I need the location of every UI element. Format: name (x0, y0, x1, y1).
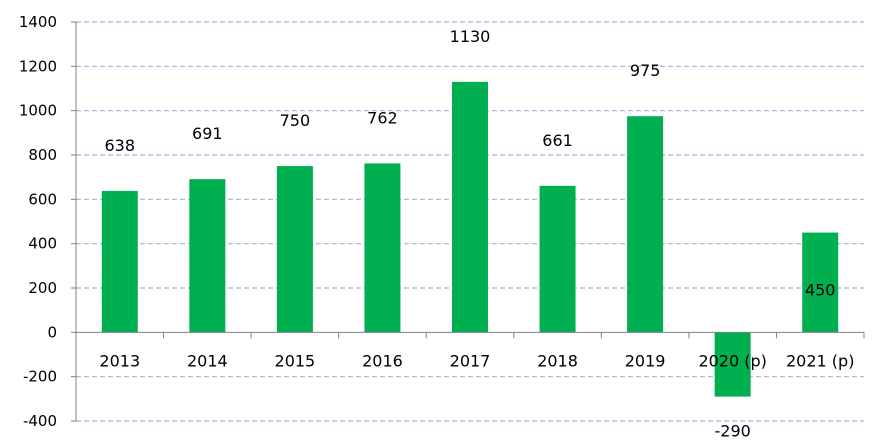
bar-2014 (189, 179, 226, 333)
y-tick-label: 200 (28, 279, 57, 297)
axes (71, 21, 865, 422)
labels: -400 -200 0 200 400 600 800 1000 1200 1400 2013 201… (19, 13, 855, 441)
bar-2013 (101, 190, 138, 333)
data-label: 762 (367, 108, 398, 127)
x-category-label: 2018 (537, 351, 578, 370)
x-category-label: 2014 (187, 351, 228, 370)
x-category-label: 2020 (p) (698, 351, 766, 370)
bars (101, 81, 839, 397)
data-label: 975 (630, 61, 661, 80)
bar-2015 (276, 166, 313, 333)
y-tick-label: -200 (23, 368, 57, 386)
y-tick-label: 400 (28, 235, 57, 253)
y-tick-label: 1200 (19, 57, 57, 75)
data-label: -290 (715, 422, 751, 441)
y-tick-label: -400 (23, 412, 57, 430)
x-category-label: 2017 (450, 351, 491, 370)
data-label: 661 (542, 131, 573, 150)
x-category-label: 2021 (p) (786, 351, 854, 370)
x-category-label: 2013 (99, 351, 140, 370)
data-label: 638 (105, 136, 136, 155)
data-label: 1130 (450, 27, 491, 46)
data-label: 750 (280, 111, 311, 130)
bar-2018 (539, 185, 576, 333)
x-category-label: 2019 (625, 351, 666, 370)
bar-2021-p (802, 232, 839, 333)
y-tick-label: 600 (28, 190, 57, 208)
bar-2016 (364, 163, 401, 333)
y-tick-label: 1000 (19, 102, 57, 120)
y-tick-label: 0 (47, 323, 57, 341)
x-category-label: 2016 (362, 351, 403, 370)
data-label: 450 (805, 280, 836, 299)
bar-2019 (627, 116, 664, 333)
x-category-label: 2015 (275, 351, 316, 370)
y-tick-label: 1400 (19, 13, 57, 31)
bar-2017 (452, 81, 488, 333)
bar-2020-p (714, 332, 751, 397)
y-tick-label: 800 (28, 146, 57, 164)
data-label: 691 (192, 124, 223, 143)
